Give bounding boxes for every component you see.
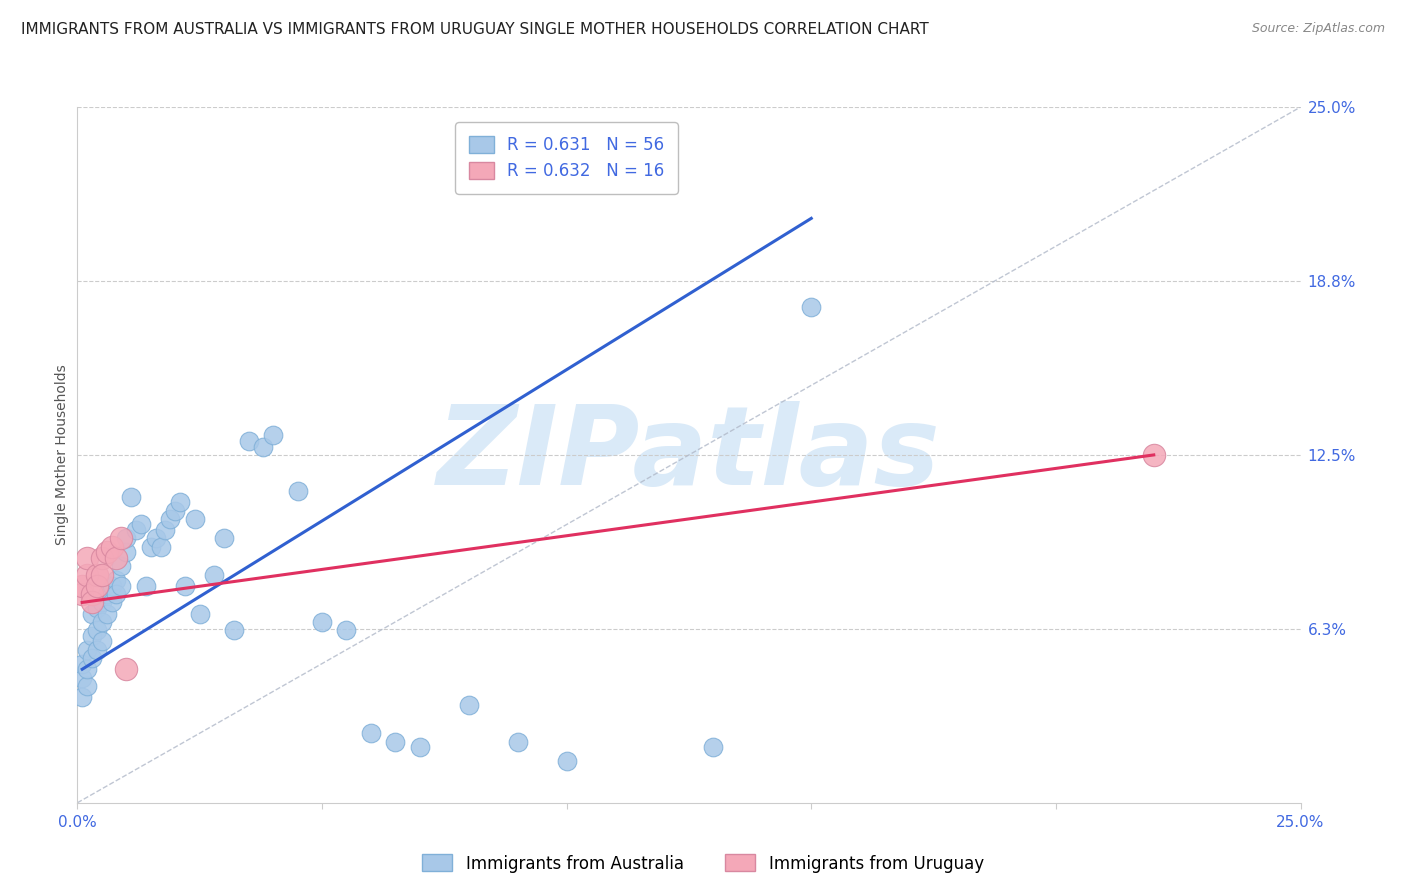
Point [70,579,93,593]
Point [70,587,93,601]
Point [120,490,142,504]
Point [86,642,108,657]
Point [105,550,128,565]
Point [262,428,284,442]
Point [80,595,103,609]
Text: ZIPatlas: ZIPatlas [437,401,941,508]
Point [76,642,98,657]
Point [76,567,98,582]
Point [86,579,108,593]
Point [409,740,432,755]
Point [149,540,172,554]
Point [125,523,148,537]
Point [70,690,93,704]
Point [86,624,108,638]
Point [184,512,207,526]
Point [457,698,479,713]
Point [105,573,128,587]
Point [174,579,197,593]
Point [506,734,529,748]
Point [70,657,93,671]
Point [287,484,309,499]
Point [100,579,122,593]
Point [80,651,103,665]
Point [80,607,103,621]
Point [169,495,191,509]
Point [90,634,112,648]
Point [96,607,118,621]
Point [159,512,181,526]
Point [145,532,167,546]
Point [80,587,103,601]
Point [702,740,724,755]
Legend: Immigrants from Australia, Immigrants from Uruguay: Immigrants from Australia, Immigrants fr… [416,847,990,880]
Point [90,550,112,565]
Point [110,532,132,546]
Point [155,523,177,537]
Point [90,615,112,629]
Point [360,726,382,740]
Point [252,440,274,454]
Point [311,615,333,629]
Point [129,517,152,532]
Point [335,624,357,638]
Point [80,629,103,643]
Point [212,532,235,546]
Point [105,587,128,601]
Point [100,595,122,609]
Point [115,532,138,546]
Point [188,607,211,621]
Point [90,595,112,609]
Point [115,662,138,676]
Point [555,754,578,768]
Point [90,567,112,582]
Point [100,540,122,554]
Legend: R = 0.631   N = 56, R = 0.632   N = 16: R = 0.631 N = 56, R = 0.632 N = 16 [456,122,678,194]
Point [70,671,93,685]
Point [86,567,108,582]
Point [238,434,260,448]
Point [139,540,162,554]
Point [76,662,98,676]
Point [86,601,108,615]
Text: Source: ZipAtlas.com: Source: ZipAtlas.com [1251,22,1385,36]
Point [110,579,132,593]
Point [135,579,157,593]
Point [115,545,138,559]
Point [165,503,187,517]
Point [110,559,132,574]
Y-axis label: Single Mother Households: Single Mother Households [55,365,69,545]
Point [800,301,823,315]
Point [222,624,245,638]
Text: IMMIGRANTS FROM AUSTRALIA VS IMMIGRANTS FROM URUGUAY SINGLE MOTHER HOUSEHOLDS CO: IMMIGRANTS FROM AUSTRALIA VS IMMIGRANTS … [21,22,929,37]
Point [1143,448,1166,462]
Point [76,679,98,693]
Point [96,545,118,559]
Point [384,734,406,748]
Point [202,567,225,582]
Point [96,587,118,601]
Point [76,550,98,565]
